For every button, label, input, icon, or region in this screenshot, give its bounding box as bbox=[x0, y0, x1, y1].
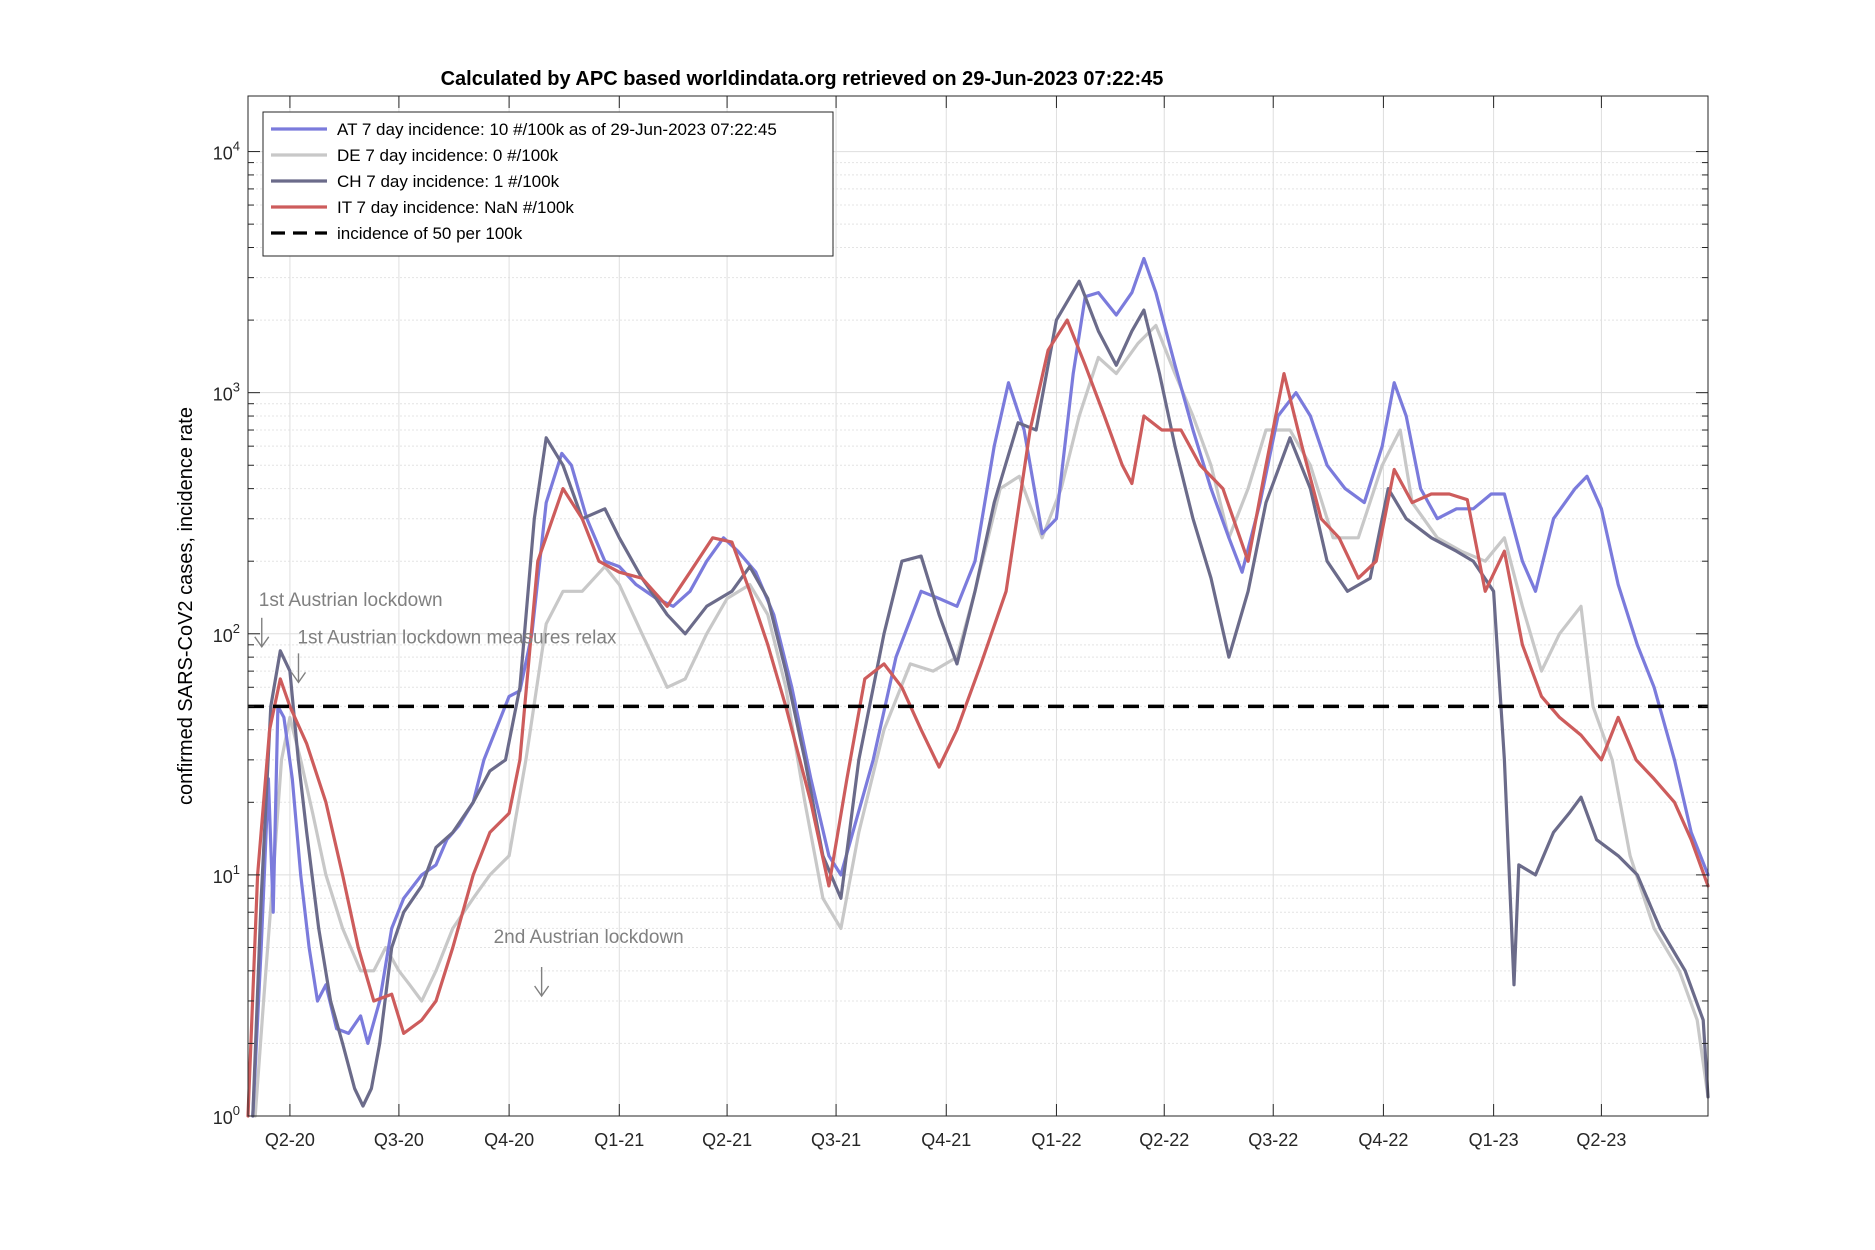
series-line-0 bbox=[251, 256, 1710, 1118]
x-tick-label: Q4-22 bbox=[1358, 1130, 1408, 1150]
axis-ticks bbox=[248, 96, 1708, 1117]
legend-entry-3: IT 7 day incidence: NaN #/100k bbox=[337, 198, 574, 217]
annotation-2nd-lockdown: 2nd Austrian lockdown bbox=[494, 927, 684, 948]
y-axis-label: confirmed SARS-CoV2 cases, incidence rat… bbox=[175, 407, 197, 805]
annotation-1st-lockdown: 1st Austrian lockdown bbox=[259, 590, 443, 611]
x-tick-label: Q2-22 bbox=[1139, 1130, 1189, 1150]
x-tick-label: Q3-22 bbox=[1248, 1130, 1298, 1150]
x-tick-label: Q2-23 bbox=[1576, 1130, 1626, 1150]
y-tick-label: 100 bbox=[213, 1103, 240, 1128]
annotation-arrow-1 bbox=[254, 617, 270, 649]
x-tick-label: Q2-21 bbox=[702, 1130, 752, 1150]
y-tick-label: 103 bbox=[213, 380, 240, 405]
x-tick-label: Q4-21 bbox=[921, 1130, 971, 1150]
x-tick-label: Q1-23 bbox=[1469, 1130, 1519, 1150]
chart-title: Calculated by APC based worldindata.org … bbox=[441, 68, 1164, 90]
y-tick-label: 102 bbox=[213, 621, 240, 646]
x-tick-label: Q1-21 bbox=[594, 1130, 644, 1150]
series-layer bbox=[246, 256, 1710, 1118]
legend: AT 7 day incidence: 10 #/100k as of 29-J… bbox=[262, 111, 834, 257]
x-tick-label: Q3-20 bbox=[374, 1130, 424, 1150]
legend-entry-0: AT 7 day incidence: 10 #/100k as of 29-J… bbox=[337, 120, 777, 139]
y-tick-label: 101 bbox=[213, 862, 240, 887]
x-tick-label: Q1-22 bbox=[1031, 1130, 1081, 1150]
plot-area bbox=[248, 96, 1708, 1116]
x-tick-labels: Q2-20 Q3-20 Q4-20 Q1-21 Q2-21 Q3-21 Q4-21 Q1-22… bbox=[265, 1130, 1627, 1150]
y-tick-labels: 100 101 102 103 104 bbox=[213, 139, 240, 1128]
legend-entry-1: DE 7 day incidence: 0 #/100k bbox=[337, 146, 559, 165]
y-tick-label: 104 bbox=[213, 139, 240, 164]
series-line-3 bbox=[246, 318, 1710, 1118]
plot-frame bbox=[247, 95, 1709, 1117]
legend-box bbox=[262, 111, 834, 257]
annotation-arrow-3 bbox=[534, 966, 550, 998]
x-tick-label: Q2-20 bbox=[265, 1130, 315, 1150]
x-tick-label: Q4-20 bbox=[484, 1130, 534, 1150]
annotation-1st-lockdown-relax: 1st Austrian lockdown measures relax bbox=[297, 627, 616, 648]
annotation-arrow-2 bbox=[290, 653, 307, 684]
series-line-1 bbox=[253, 323, 1710, 1118]
legend-entry-2: CH 7 day incidence: 1 #/100k bbox=[337, 172, 560, 191]
annotations: 1st Austrian lockdown 1st Austrian lockdo… bbox=[254, 590, 684, 998]
legend-entry-4: incidence of 50 per 100k bbox=[337, 224, 523, 243]
x-tick-label: Q3-21 bbox=[811, 1130, 861, 1150]
